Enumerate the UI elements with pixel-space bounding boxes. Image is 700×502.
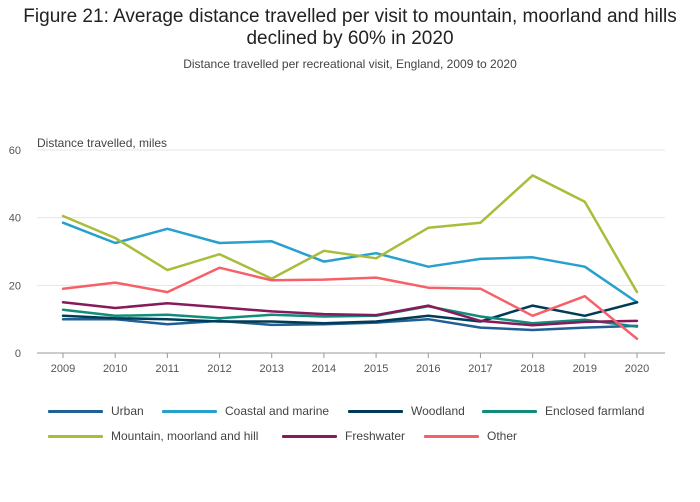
legend-swatch [482,409,537,413]
legend-swatch [162,409,217,413]
legend-item-urban[interactable]: Urban [48,404,144,418]
legend-label: Mountain, moorland and hill [111,429,259,443]
x-tick-label: 2013 [259,363,283,375]
legend-swatch [282,434,337,438]
legend: Urban Coastal and marine Woodland Enclosed … [0,404,700,454]
legend-label: Urban [111,404,144,418]
legend-swatch [348,409,403,413]
x-tick-label: 2018 [520,363,544,375]
y-tick-label: 0 [15,348,21,360]
y-tick-label: 60 [9,145,21,157]
series-line-mountain-moorland-and-hill[interactable] [61,174,639,294]
legend-item-coastal-and-marine[interactable]: Coastal and marine [162,404,329,418]
legend-label: Enclosed farmland [545,404,645,418]
x-tick-label: 2014 [312,363,336,375]
x-tick-label: 2015 [364,363,388,375]
gridlines [37,149,665,354]
series-line-enclosed-farmland[interactable] [61,305,639,328]
x-tick-label: 2012 [207,363,231,375]
legend-item-mountain-moorland-and-hill[interactable]: Mountain, moorland and hill [48,429,258,443]
legend-swatch [48,434,103,438]
series-line-other[interactable] [61,266,639,341]
x-tick-label: 2016 [416,363,440,375]
x-axis-ticks: 2009 2010 2011 2012 2013 2014 2015 2016 2017 2018… [51,353,649,375]
y-axis-label: Distance travelled, miles [37,136,168,150]
y-tick-label: 40 [9,213,21,225]
legend-item-other[interactable]: Other [424,429,517,443]
chart-title: Figure 21: Average distance travelled pe… [23,6,677,49]
chart-subtitle: Distance travelled per recreational visi… [183,57,517,71]
legend-item-freshwater[interactable]: Freshwater [282,429,405,443]
series-line-woodland[interactable] [61,301,639,325]
series-line-freshwater[interactable] [61,301,639,327]
x-tick-label: 2009 [51,363,75,375]
legend-swatch [424,434,479,438]
x-tick-label: 2017 [468,363,492,375]
x-tick-label: 2011 [156,363,180,375]
legend-label: Coastal and marine [225,404,330,418]
legend-item-enclosed-farmland[interactable]: Enclosed farmland [482,404,644,418]
y-tick-label: 20 [9,280,21,292]
x-tick-label: 2020 [625,363,649,375]
y-axis-ticks: 0 20 40 60 [9,145,21,360]
legend-label: Freshwater [345,429,406,443]
x-tick-label: 2019 [573,363,597,375]
x-tick-label: 2010 [103,363,127,375]
series-lines [61,174,639,341]
legend-item-woodland[interactable]: Woodland [348,404,465,418]
legend-swatch [48,409,103,413]
legend-label: Woodland [411,404,465,418]
series-line-coastal-and-marine[interactable] [61,221,639,304]
legend-label: Other [487,429,518,443]
